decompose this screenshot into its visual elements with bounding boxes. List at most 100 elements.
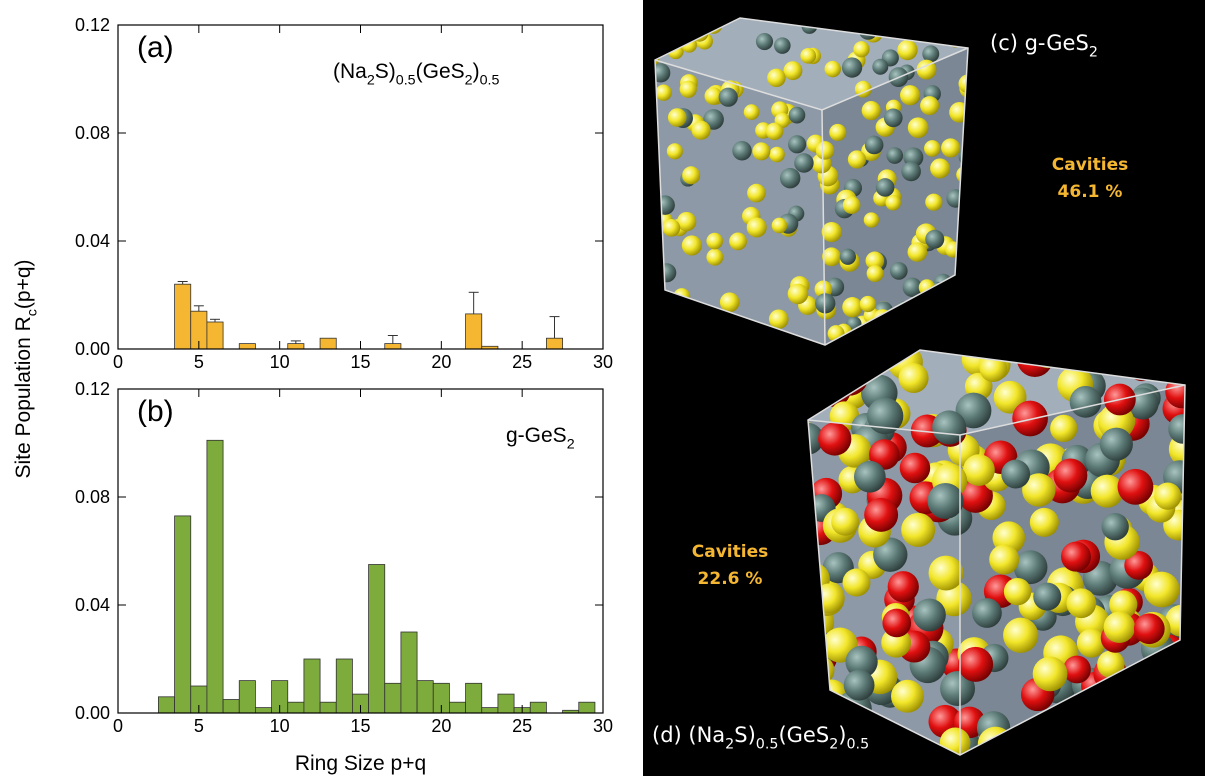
atom xyxy=(676,211,697,232)
atom xyxy=(821,221,842,243)
atom xyxy=(1013,550,1048,585)
atom xyxy=(1154,482,1182,510)
x-tick-label: 15 xyxy=(350,716,370,736)
atom xyxy=(1032,656,1068,692)
panel-label-part: (c) g-GeS xyxy=(990,31,1089,55)
x-tick-label: 10 xyxy=(270,716,290,736)
y-axis-label-part: c xyxy=(24,309,40,316)
y-tick-label: 0.08 xyxy=(75,123,110,143)
atom xyxy=(869,439,900,470)
y-axis-label-part: Site Population R xyxy=(12,316,35,478)
panel-label-part: (d) (Na xyxy=(652,723,725,747)
atom xyxy=(765,122,784,141)
atom xyxy=(920,96,940,116)
atom xyxy=(1053,458,1088,493)
atom xyxy=(719,292,740,313)
legend-text-part: 2 xyxy=(567,436,575,452)
atom xyxy=(863,212,880,228)
atom xyxy=(1063,655,1091,684)
bar xyxy=(238,680,256,714)
atom xyxy=(1069,385,1102,418)
atom xyxy=(958,646,994,682)
atom xyxy=(831,507,860,536)
atom xyxy=(829,123,847,141)
atom xyxy=(1033,582,1062,611)
atom xyxy=(662,219,681,237)
legend-text-part: 2 xyxy=(367,72,375,88)
atom xyxy=(706,232,724,250)
x-tick-label: 5 xyxy=(194,716,204,736)
legend-text-part: S) xyxy=(375,60,396,83)
panel-label-part: (GeS xyxy=(778,723,829,747)
atom xyxy=(788,106,806,124)
atom xyxy=(800,48,817,64)
atom xyxy=(779,167,801,189)
atom xyxy=(901,161,921,182)
x-tick-label: 30 xyxy=(593,352,613,372)
bar xyxy=(174,515,192,714)
atom xyxy=(822,247,842,267)
atom xyxy=(958,478,993,513)
atom xyxy=(746,217,767,238)
y-axis-label: Site Population Rc(p+q) xyxy=(12,259,40,478)
bar xyxy=(319,337,337,350)
panel-label-part: 0.5 xyxy=(846,736,869,752)
bar xyxy=(303,658,321,714)
atom xyxy=(883,108,903,128)
atom xyxy=(842,196,861,214)
x-tick-label: 20 xyxy=(431,352,451,372)
cavities-value: 46.1 % xyxy=(1058,182,1123,202)
bar xyxy=(255,707,272,714)
atom xyxy=(901,512,936,547)
atom xyxy=(842,568,871,597)
atom xyxy=(916,59,937,80)
atom xyxy=(691,120,711,140)
atom xyxy=(924,140,941,157)
atom xyxy=(655,84,672,101)
legend-text: g-GeS2 xyxy=(506,424,575,452)
atom xyxy=(922,45,940,63)
atom xyxy=(898,363,929,394)
atom xyxy=(900,85,921,106)
atom xyxy=(729,232,747,251)
atom xyxy=(1001,459,1031,489)
bar xyxy=(384,682,402,714)
panel-label: (a) xyxy=(137,31,174,64)
panel-label-part: 2 xyxy=(1089,44,1098,60)
atom xyxy=(743,104,760,120)
atom xyxy=(1050,414,1078,443)
panel-label-part: 0.5 xyxy=(756,736,779,752)
atom xyxy=(853,460,886,493)
atom xyxy=(842,297,863,318)
y-tick-label: 0.00 xyxy=(75,339,110,359)
atom xyxy=(1076,628,1106,658)
atom xyxy=(839,248,856,265)
atom xyxy=(783,61,803,81)
atom xyxy=(875,178,895,197)
bar xyxy=(449,701,466,714)
atom xyxy=(861,101,881,121)
atom xyxy=(1066,588,1097,619)
panel-label: (d) (Na2S)0.5(GeS2)0.5 xyxy=(652,723,869,752)
x-axis-label: Ring Size p+q xyxy=(295,752,426,775)
atom xyxy=(989,544,1020,575)
atom xyxy=(972,598,1002,628)
atom xyxy=(815,293,836,314)
atom xyxy=(907,117,929,139)
atom xyxy=(1143,571,1180,608)
legend-text-part: 2 xyxy=(465,72,473,88)
x-tick-label: 0 xyxy=(113,716,123,736)
bar xyxy=(222,699,240,714)
atom xyxy=(941,138,961,158)
atom xyxy=(866,265,884,282)
bar xyxy=(465,313,483,350)
legend-text-part: (Na xyxy=(333,60,367,83)
atom xyxy=(899,452,931,484)
atom xyxy=(925,229,945,249)
atom xyxy=(732,141,752,161)
atom xyxy=(864,497,899,532)
cube-edges xyxy=(654,17,1186,756)
atom xyxy=(955,392,992,429)
atom xyxy=(1103,611,1136,643)
